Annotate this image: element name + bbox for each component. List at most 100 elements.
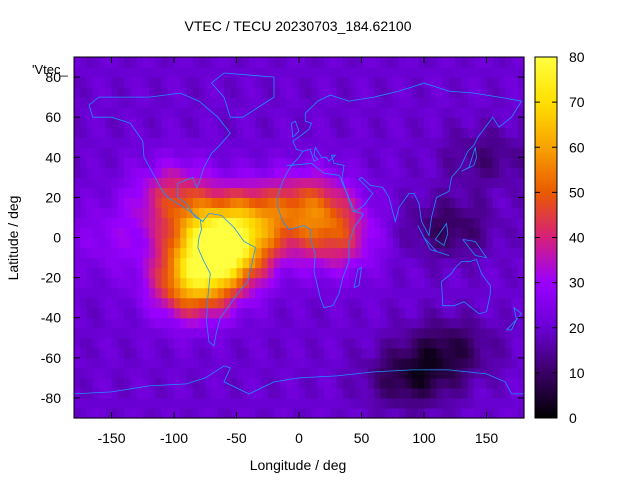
heatmap-cell [242, 57, 250, 68]
heatmap-cell [430, 207, 438, 219]
heatmap-cell [292, 367, 300, 379]
heatmap-cell [236, 257, 244, 269]
heatmap-cell [324, 107, 331, 118]
heatmap-cell [205, 227, 213, 239]
heatmap-cell [161, 337, 169, 349]
heatmap-cell [317, 407, 325, 419]
heatmap-cell [361, 197, 369, 209]
heatmap-cell [417, 97, 425, 108]
heatmap-cell [155, 217, 163, 229]
heatmap-cell [449, 307, 456, 319]
heatmap-cell [99, 97, 106, 108]
heatmap-cell [492, 267, 500, 279]
y-tick-label: -60 [41, 350, 61, 366]
heatmap-cell [142, 197, 150, 209]
heatmap-cell [367, 267, 375, 279]
heatmap-cell [167, 297, 175, 309]
heatmap-cell [155, 337, 163, 349]
heatmap-cell [342, 397, 350, 409]
heatmap-cell [349, 407, 356, 419]
heatmap-cell [136, 117, 144, 128]
heatmap-cell [199, 67, 206, 78]
heatmap-cell [199, 177, 206, 188]
heatmap-cell [367, 387, 375, 399]
heatmap-cell [274, 377, 281, 389]
heatmap-cell [449, 67, 456, 78]
heatmap-cell [149, 107, 156, 118]
heatmap-cell [167, 207, 175, 219]
heatmap-cell [74, 387, 81, 399]
heatmap-cell [461, 167, 469, 178]
heatmap-cell [424, 307, 431, 319]
heatmap-cell [455, 237, 463, 249]
heatmap-cell [480, 337, 488, 349]
heatmap-cell [411, 337, 419, 349]
heatmap-cell [342, 357, 350, 369]
heatmap-cell [99, 297, 106, 309]
heatmap-cell [361, 387, 369, 399]
heatmap-cell [274, 397, 281, 409]
heatmap-cell [142, 387, 150, 399]
heatmap-cell [305, 327, 313, 339]
heatmap-cell [499, 107, 506, 118]
heatmap-cell [449, 197, 456, 209]
heatmap-cell [355, 287, 363, 299]
heatmap-cell [461, 217, 469, 229]
heatmap-cell [205, 167, 213, 178]
heatmap-cell [311, 387, 319, 399]
heatmap-cell [299, 87, 306, 98]
heatmap-cell [230, 237, 238, 249]
heatmap-cell [374, 127, 381, 138]
heatmap-cell [355, 387, 363, 399]
heatmap-cell [442, 137, 450, 148]
heatmap-cell [86, 257, 94, 269]
heatmap-cell [280, 357, 288, 369]
heatmap-cell [174, 217, 181, 229]
heatmap-cell [255, 157, 263, 168]
heatmap-cell [492, 87, 500, 98]
heatmap-cell [405, 367, 413, 379]
heatmap-cell [217, 77, 225, 88]
heatmap-cell [517, 137, 525, 148]
heatmap-cell [205, 317, 213, 329]
heatmap-cell [192, 347, 200, 359]
heatmap-cell [199, 197, 206, 209]
heatmap-cell [267, 167, 275, 178]
heatmap-cell [124, 137, 131, 148]
heatmap-cell [499, 177, 506, 188]
heatmap-cell [374, 297, 381, 309]
heatmap-cell [217, 97, 225, 108]
heatmap-cell [449, 337, 456, 349]
heatmap-cell [267, 217, 275, 229]
heatmap-cell [92, 127, 100, 138]
heatmap-cell [474, 407, 481, 419]
heatmap-cell [224, 407, 231, 419]
heatmap-cell [130, 177, 138, 188]
heatmap-cell [192, 297, 200, 309]
heatmap-cell [230, 167, 238, 178]
heatmap-cell [124, 247, 131, 259]
heatmap-cell [74, 327, 81, 339]
heatmap-cell [111, 257, 119, 269]
heatmap-cell [199, 287, 206, 299]
heatmap-cell [492, 147, 500, 158]
heatmap-cell [461, 377, 469, 389]
heatmap-cell [205, 247, 213, 259]
heatmap-cell [74, 307, 81, 319]
heatmap-cell [261, 317, 269, 329]
heatmap-cell [367, 137, 375, 148]
heatmap-cell [236, 237, 244, 249]
heatmap-cell [317, 247, 325, 259]
heatmap-cell [124, 127, 131, 138]
heatmap-cell [92, 237, 100, 249]
heatmap-cell [392, 297, 400, 309]
heatmap-cell [499, 357, 506, 369]
heatmap-cell [342, 367, 350, 379]
heatmap-cell [505, 67, 513, 78]
heatmap-cell [324, 367, 331, 379]
heatmap-cell [74, 187, 81, 198]
heatmap-cell [442, 247, 450, 259]
heatmap-cell [405, 57, 413, 68]
heatmap-cell [411, 407, 419, 419]
heatmap-cell [330, 227, 338, 239]
